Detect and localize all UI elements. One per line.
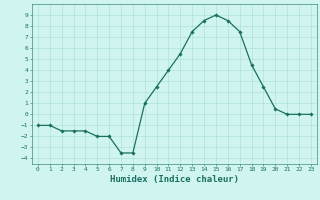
X-axis label: Humidex (Indice chaleur): Humidex (Indice chaleur) (110, 175, 239, 184)
